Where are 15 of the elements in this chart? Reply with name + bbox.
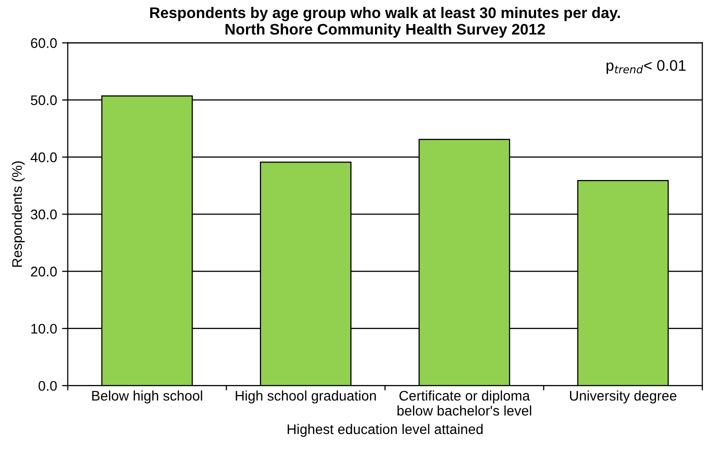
- annotation: p$_{trend}$< 0.01: [606, 60, 686, 74]
- y-tick-label: 60.0: [30, 38, 57, 48]
- x-tick-label: Below high school: [92, 390, 202, 404]
- x-axis-title: Highest education level attained: [288, 424, 483, 437]
- y-axis-title: Respondents (%): [12, 161, 25, 267]
- x-tick-label: Certificate or diploma below bachelor's level: [398, 390, 532, 416]
- y-tick-label: 40.0: [30, 152, 57, 162]
- y-tick-label: 30.0: [30, 210, 57, 220]
- y-tick-label: 0.0: [38, 380, 57, 391]
- x-tick-label: High school graduation: [236, 390, 376, 404]
- chart-title: Respondents by age group who walk at least 30 minutes per day. North Shore Community Health Survey 2012: [150, 6, 620, 38]
- y-tick-label: 50.0: [30, 95, 57, 106]
- y-tick-label: 20.0: [30, 266, 57, 277]
- y-tick-label: 10.0: [31, 324, 57, 334]
- x-tick-label: University degree: [570, 390, 676, 404]
